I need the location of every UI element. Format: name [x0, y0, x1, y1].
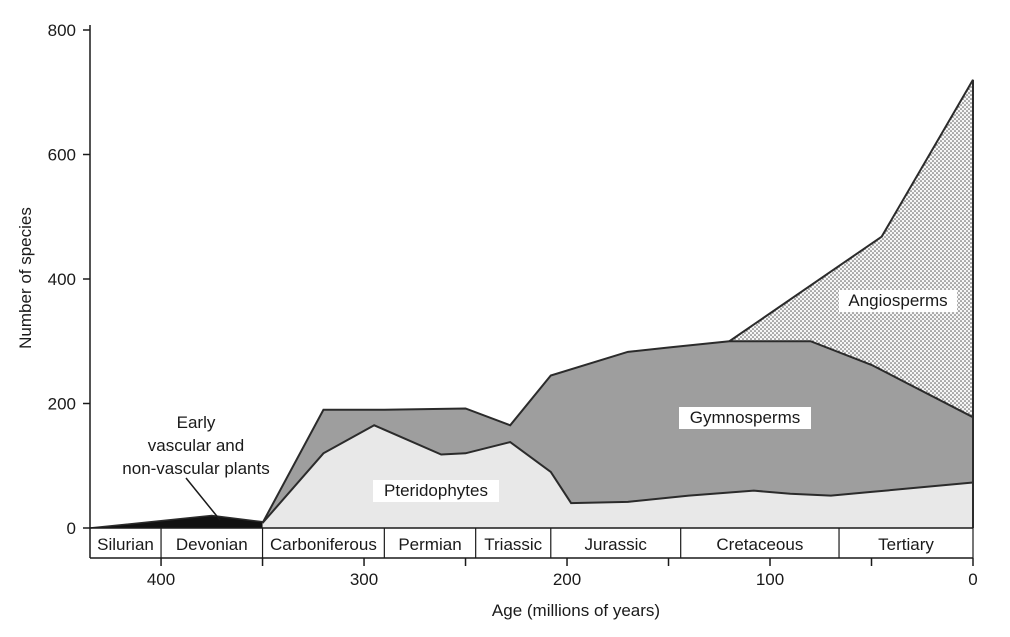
series-early-plants-area	[90, 515, 263, 528]
period-label-devonian: Devonian	[176, 535, 248, 554]
x-axis-title: Age (millions of years)	[492, 601, 660, 620]
series-label-0-line-1: vascular and	[148, 436, 244, 455]
series-angiosperms-line	[728, 79, 974, 343]
y-tick-label: 0	[67, 519, 76, 538]
series-gymnosperms-area	[262, 341, 973, 524]
y-tick-label: 200	[48, 395, 76, 414]
y-tick-label: 600	[48, 146, 76, 165]
series-angiosperms-area	[729, 79, 973, 418]
period-band: Silurian Devonian Carboniferous Permian Tria…	[90, 528, 974, 559]
labels-layer: Early vascular and non-vascular plants Pter…	[122, 290, 957, 521]
series-label-box-1	[373, 480, 499, 502]
series-label-3: Angiosperms	[848, 291, 947, 310]
period-label-tertiary: Tertiary	[878, 535, 934, 554]
series-early-plants-line	[89, 514, 263, 529]
period-label-cretaceous: Cretaceous	[716, 535, 803, 554]
series-label-1: Pteridophytes	[384, 481, 488, 500]
y-tick-label: 800	[48, 21, 76, 40]
x-tick-label: 300	[350, 570, 378, 589]
series-pteridophytes-area	[262, 425, 973, 528]
series-label-0-line-2: non-vascular plants	[122, 459, 269, 478]
series-label-box-2	[679, 407, 811, 429]
axes-layer: 0 200 400 600 800 400 300 200 100 0	[48, 21, 978, 589]
areas-layer	[89, 79, 974, 529]
series-label-0-line-0: Early	[177, 413, 216, 432]
series-label-box-3	[839, 290, 957, 312]
series-label-2: Gymnosperms	[690, 408, 801, 427]
period-label-triassic: Triassic	[484, 535, 542, 554]
period-label-carboniferous: Carboniferous	[270, 535, 377, 554]
x-tick-label: 200	[553, 570, 581, 589]
y-axis-title: Number of species	[16, 207, 35, 349]
x-tick-label: 100	[756, 570, 784, 589]
early-plants-leader-line	[185, 477, 221, 521]
x-tick-label: 400	[147, 570, 175, 589]
x-tick-label: 0	[968, 570, 977, 589]
period-label-silurian: Silurian	[97, 535, 154, 554]
series-gymnosperms-line	[261, 340, 974, 524]
y-tick-label: 400	[48, 270, 76, 289]
period-label-permian: Permian	[398, 535, 461, 554]
period-label-jurassic: Jurassic	[585, 535, 648, 554]
series-pteridophytes-line	[261, 424, 974, 524]
